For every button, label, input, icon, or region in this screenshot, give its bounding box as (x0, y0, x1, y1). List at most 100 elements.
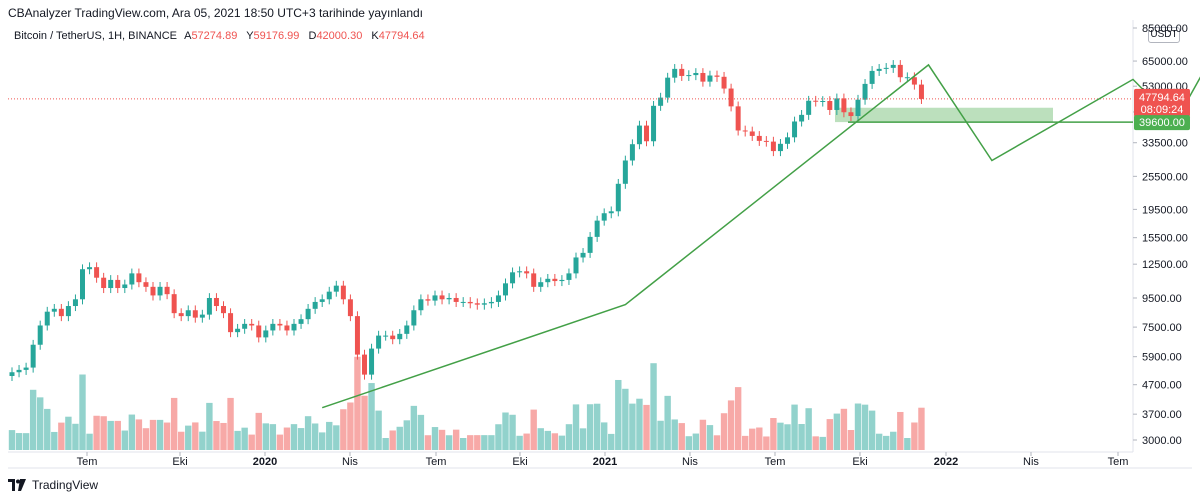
volume-bar (354, 356, 361, 450)
candle-body (742, 130, 748, 132)
volume-bar (410, 405, 418, 450)
candle-body (883, 67, 889, 69)
candle-body (213, 297, 219, 307)
price-tick-label: 33500.00 (1142, 138, 1188, 150)
candle-body (785, 137, 790, 144)
volume-bar (904, 438, 911, 450)
footer: TradingView (8, 478, 98, 492)
close-value: 47794.64 (378, 30, 425, 42)
countdown-label: 08:09:24 (1141, 104, 1184, 116)
candle-body (249, 323, 255, 326)
volume-bar (403, 420, 410, 450)
price-tick-label: 5900.00 (1142, 352, 1182, 364)
time-tick-label: 2021 (593, 456, 617, 468)
volume-bar (586, 404, 594, 450)
candle-body (369, 348, 375, 375)
brand-label[interactable]: TradingView (32, 478, 99, 492)
candle-body (601, 213, 607, 221)
candle-body (841, 98, 847, 113)
volume-bar (135, 419, 143, 450)
tradingview-logo-icon[interactable] (8, 479, 26, 491)
volume-bar (128, 414, 136, 450)
candle-body (122, 284, 128, 289)
candle-body (918, 84, 924, 99)
candle-body (559, 279, 565, 282)
candle-body (890, 64, 896, 68)
volume-bar (685, 436, 692, 450)
volume-bar (763, 436, 770, 450)
price-tick-label: 15500.00 (1142, 233, 1188, 245)
candle-body (425, 299, 431, 301)
candle-body (524, 271, 530, 274)
volume-bar (276, 434, 284, 450)
candles (9, 60, 924, 382)
candle-body (277, 323, 283, 326)
time-tick-label: Eki (512, 456, 527, 468)
volume-bar (805, 408, 812, 450)
price-tick-label: 9500.00 (1142, 293, 1182, 305)
volume-bar (742, 435, 749, 450)
candle-body (615, 183, 621, 212)
candle-body (291, 323, 297, 331)
volume-bar (798, 424, 805, 450)
volume-bar (431, 427, 439, 450)
candle-body (298, 319, 304, 324)
volume-bar (636, 398, 643, 450)
volume-bar (516, 435, 523, 450)
support-price-badge (1134, 115, 1190, 131)
volume-bar (692, 433, 700, 450)
volume-bar (375, 410, 382, 450)
price-tick-label: 19500.00 (1142, 204, 1188, 216)
volume-bar (51, 431, 58, 450)
candle-body (594, 220, 600, 237)
volume-bar (678, 423, 685, 450)
time-tick-label: Eki (852, 456, 867, 468)
candle-body (340, 285, 346, 300)
volume-bar (629, 403, 636, 450)
volume-bar (868, 410, 876, 450)
candle-body (834, 98, 840, 110)
volume-bar (897, 411, 904, 450)
candle-body (221, 306, 226, 314)
volume-bar (326, 421, 333, 450)
volume-bar (847, 429, 855, 450)
time-axis[interactable]: Tem Eki 2020 Nis Tem Eki 2021 Nis Tem Eki 2022 Nis T… (77, 452, 1129, 468)
time-tick-label: Nis (342, 456, 358, 468)
candle-body (721, 76, 727, 89)
candle-body (770, 141, 776, 152)
price-tick-label: 7500.00 (1142, 322, 1182, 334)
time-tick-label: Eki (172, 456, 187, 468)
candle-body (573, 257, 579, 274)
volume-bar (777, 422, 784, 450)
volume-bar (537, 428, 544, 450)
close-label: K (371, 30, 379, 42)
currency-button[interactable]: USDT (1148, 27, 1180, 43)
candle-body (397, 333, 403, 340)
price-tick-label: 25500.00 (1142, 171, 1188, 183)
candle-body (101, 277, 107, 289)
candle-body (481, 303, 487, 305)
volume-bar (361, 395, 368, 450)
price-axis[interactable]: 85000.0065000.0053000.0043000.0033500.00… (1133, 23, 1188, 447)
candle-body (65, 306, 71, 317)
volume-bar (861, 404, 869, 450)
volume-bar (107, 420, 114, 450)
candle-body (185, 310, 191, 317)
last-price-badge (1134, 88, 1190, 117)
candle-body (383, 335, 389, 337)
candle-body (806, 100, 812, 115)
volume-bar (495, 424, 502, 450)
volume-bar (523, 433, 530, 450)
volume-bar (311, 423, 319, 450)
volume-bar (657, 420, 664, 450)
candle-body (756, 135, 762, 141)
volume-bar (544, 430, 551, 450)
candle-body (354, 316, 360, 355)
volume-bar (319, 432, 326, 450)
volume-bar (749, 428, 756, 450)
volume-bar (220, 422, 227, 450)
candle-body (608, 211, 614, 214)
candle-body (538, 282, 544, 287)
volume-bar (883, 435, 890, 450)
